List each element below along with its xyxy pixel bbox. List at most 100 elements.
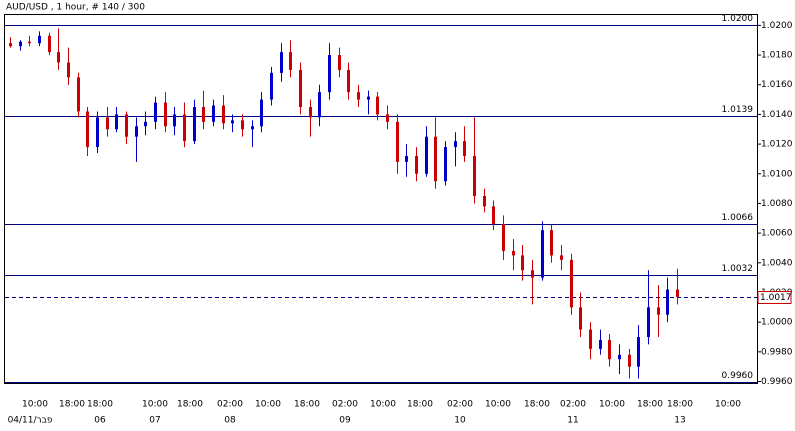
candle-body	[637, 337, 640, 367]
candle-body	[280, 52, 283, 73]
candle-body	[347, 69, 350, 93]
y-tick-label: 1.0000	[761, 318, 793, 328]
candle-body	[9, 43, 12, 47]
x-tick-label: 18:00	[87, 400, 113, 410]
candle-body	[67, 62, 70, 78]
candle-body	[425, 136, 428, 174]
x-tick-label: 10:00	[370, 400, 396, 410]
candle-body	[541, 230, 544, 278]
candle-body	[531, 270, 534, 278]
y-tick-label: 1.0160	[761, 80, 793, 90]
x-tick-label: 02:00	[332, 400, 358, 410]
candle-body	[570, 259, 573, 308]
y-tick-label: 1.0120	[761, 140, 793, 150]
candle-body	[270, 72, 273, 100]
candle-body	[483, 196, 486, 207]
x-tick-label: 10:00	[599, 400, 625, 410]
candle-body	[299, 69, 302, 107]
date-label: 11	[567, 416, 578, 426]
x-tick-label: 18:00	[667, 400, 693, 410]
candle-body	[328, 55, 331, 93]
x-tick-label: 02:00	[217, 400, 243, 410]
date-label: 06	[94, 416, 106, 426]
x-tick-label: 18:00	[177, 400, 203, 410]
candle-body	[309, 107, 312, 118]
candle-body	[86, 111, 89, 148]
candle-body	[318, 92, 321, 118]
candle-body	[48, 35, 51, 53]
candle-body	[376, 96, 379, 115]
candle-body	[96, 117, 99, 148]
candle-body	[550, 230, 553, 256]
candle-body	[212, 105, 215, 122]
candle-body	[144, 121, 147, 127]
x-tick-label: 18:00	[294, 400, 320, 410]
candle-body	[28, 41, 31, 44]
candle-body	[289, 52, 292, 70]
candle-body	[125, 114, 128, 137]
y-tick-label: 1.0080	[761, 199, 793, 209]
candle-body	[357, 92, 360, 100]
candle-body	[676, 289, 679, 297]
candle-body	[666, 289, 669, 315]
candle-body	[405, 155, 408, 162]
candle-body	[77, 77, 80, 112]
candle-body	[657, 307, 660, 315]
x-tick-label: 18:00	[407, 400, 433, 410]
x-tick-label: 02:00	[447, 400, 473, 410]
level-label: 1.0200	[722, 14, 754, 24]
date-label: 04/11/פבר	[8, 416, 53, 426]
candle-body	[589, 329, 592, 349]
candle-body	[618, 354, 621, 360]
level-label: 1.0066	[722, 213, 754, 223]
candle-body	[647, 307, 650, 337]
candle-body	[386, 114, 389, 122]
candle-body	[444, 147, 447, 182]
candle-body	[241, 120, 244, 130]
candle-body	[521, 255, 524, 271]
candle-body	[193, 107, 196, 142]
candle-body	[415, 155, 418, 174]
current-price-label: 1.0017	[760, 293, 792, 303]
y-tick-label: 1.0060	[761, 229, 793, 239]
x-tick-label: 02:00	[560, 400, 586, 410]
candle-body	[19, 41, 22, 47]
level-label: 0.9960	[722, 371, 754, 381]
candle-body	[560, 255, 563, 260]
y-tick-label: 1.0100	[761, 169, 793, 179]
plot-frame	[4, 14, 758, 384]
y-tick-label: 1.0140	[761, 110, 793, 120]
date-label: 09	[339, 416, 351, 426]
candle-body	[202, 107, 205, 122]
candle-body	[251, 126, 254, 130]
candle-body	[164, 102, 167, 127]
candle-body	[106, 117, 109, 130]
candle-body	[599, 339, 602, 349]
candle-body	[38, 35, 41, 44]
x-tick-label: 10:00	[255, 400, 281, 410]
x-tick-label: 18:00	[637, 400, 663, 410]
x-tick-label: 10:00	[715, 400, 741, 410]
candle-body	[57, 52, 60, 63]
candle-body	[222, 105, 225, 124]
y-tick-label: 0.9980	[761, 347, 793, 357]
candle-body	[628, 354, 631, 367]
candle-body	[260, 99, 263, 127]
date-label: 08	[224, 416, 236, 426]
y-tick-label: 1.0180	[761, 51, 793, 61]
x-tick-label: 10:00	[485, 400, 511, 410]
candle-body	[396, 121, 399, 162]
candle-body	[434, 136, 437, 182]
y-tick-label: 1.0200	[761, 21, 793, 31]
current-price-box	[757, 291, 792, 304]
candle-body	[608, 339, 611, 360]
level-label: 1.0032	[722, 264, 754, 274]
chart-title: AUD/USD , 1 hour, # 140 / 300	[6, 3, 145, 13]
candle-body	[231, 120, 234, 124]
x-tick-label: 10:00	[142, 400, 168, 410]
candle-body	[173, 114, 176, 127]
candle-body	[579, 307, 582, 330]
y-tick-label: 1.0040	[761, 258, 793, 268]
candle-body	[338, 55, 341, 70]
